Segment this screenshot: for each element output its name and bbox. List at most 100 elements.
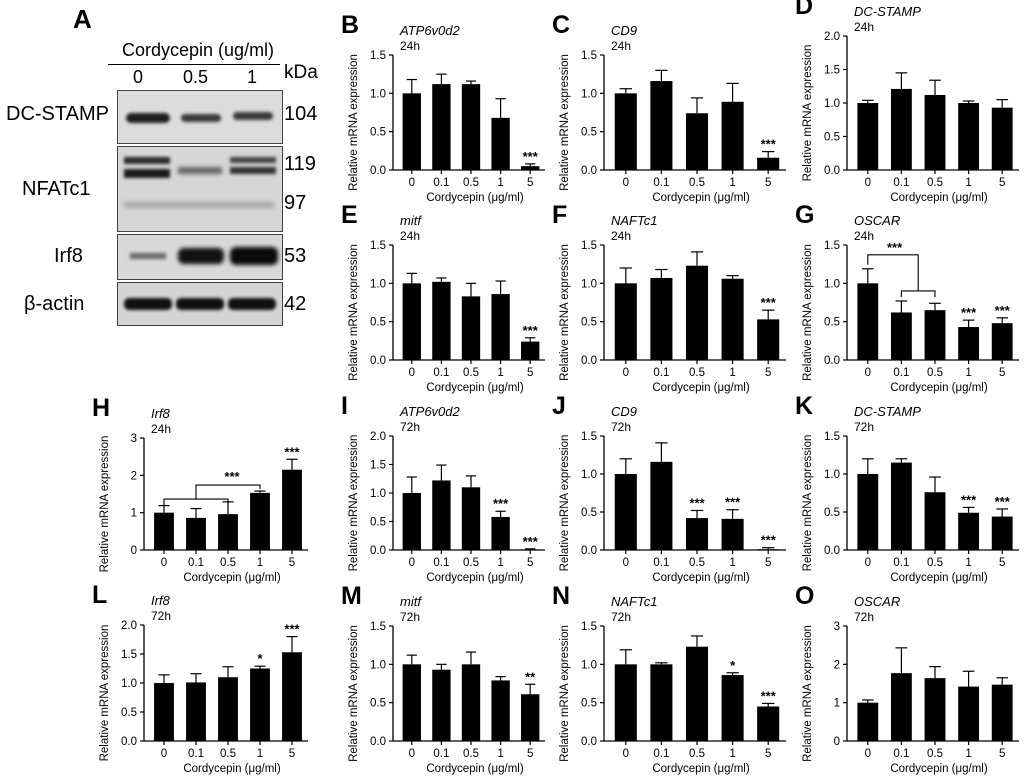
gene-label: DC-STAMP	[854, 4, 921, 19]
x-tick-label: 0.5	[463, 367, 479, 379]
blot-treatment-label: Cordycepin (ug/ml)	[122, 40, 275, 60]
gene-label: OSCAR	[854, 594, 900, 609]
x-tick-label: 0.5	[689, 748, 705, 760]
x-tick-label: 5	[527, 557, 533, 569]
gene-label: ATP6v0d2	[399, 404, 461, 419]
y-tick-label: 0.5	[121, 707, 137, 719]
y-tick-label: 1.0	[121, 678, 137, 690]
time-label: 24h	[854, 229, 874, 243]
panel-letter-i: I	[341, 392, 348, 420]
panel-letter-l: L	[92, 581, 107, 609]
comparison-bracket	[195, 484, 261, 500]
comparison-bracket-sub	[900, 290, 936, 297]
bar-d-2	[924, 94, 946, 170]
gene-label: DC-STAMP	[854, 404, 921, 419]
significance-marker: ***	[493, 496, 509, 511]
bar-h-0	[154, 512, 174, 550]
bar-d-0	[857, 103, 879, 170]
x-tick-label: 5	[527, 177, 533, 189]
x-tick-label: 1	[729, 557, 735, 569]
bar-k-2	[924, 492, 946, 550]
y-axis-title: Relative mRNA expression	[348, 625, 360, 762]
bar-o-1	[890, 673, 912, 741]
time-label: 24h	[400, 229, 420, 243]
x-tick-label: 0.1	[653, 367, 669, 379]
bracket-significance: ***	[887, 240, 903, 255]
bar-g-0	[857, 283, 879, 360]
band	[124, 298, 172, 310]
comparison-bracket	[867, 254, 919, 291]
bar-e-1	[432, 281, 451, 360]
y-tick-label: 1.5	[370, 621, 386, 633]
bar-l-3	[250, 668, 270, 741]
blot-protein-dc-stamp: DC-STAMP	[6, 103, 109, 125]
y-tick-label: 3	[131, 433, 137, 445]
y-axis-title: Relative mRNA expression	[559, 435, 571, 572]
blot-kda-42: 42	[284, 293, 307, 315]
y-tick-label: 1.5	[581, 240, 597, 252]
x-axis-title: Cordycepin (μg/ml)	[426, 572, 524, 584]
bar-e-3	[491, 294, 510, 360]
y-tick-label: 0.5	[581, 698, 597, 710]
bar-i-0	[402, 493, 421, 550]
x-tick-label: 1	[257, 748, 263, 760]
blot-kda-label: kDa	[284, 62, 318, 83]
x-axis-title: Cordycepin (μg/ml)	[183, 763, 281, 775]
y-axis-title: Relative mRNA expression	[559, 244, 571, 381]
y-tick-label: 0.0	[370, 165, 386, 177]
bar-f-0	[614, 283, 637, 360]
bar-h-1	[186, 517, 206, 550]
bracket-significance: ***	[224, 469, 240, 484]
x-tick-label: 0	[623, 748, 629, 760]
gene-label: mitf	[400, 213, 422, 228]
x-tick-label: 0.1	[893, 557, 909, 569]
gene-label: NAFTc1	[611, 594, 657, 609]
y-tick-label: 1.5	[370, 50, 386, 62]
panel-letter-e: E	[341, 201, 358, 229]
bar-g-1	[890, 312, 912, 360]
x-tick-label: 0	[623, 177, 629, 189]
bar-h-3	[250, 492, 270, 550]
bar-i-2	[461, 487, 481, 550]
significance-marker: ***	[725, 495, 741, 510]
x-tick-label: 0.5	[927, 177, 943, 189]
band	[178, 248, 224, 264]
y-tick-label: 0.0	[581, 165, 597, 177]
x-tick-label: 0.1	[433, 177, 449, 189]
y-tick-label: 2	[834, 659, 840, 671]
significance-marker: ***	[284, 622, 300, 637]
blot-protein-beta-actin: β-actin	[24, 293, 85, 315]
y-tick-label: 1.5	[121, 649, 137, 661]
bar-o-3	[958, 686, 980, 741]
x-tick-label: 0.5	[689, 557, 705, 569]
bar-j-2	[685, 518, 709, 550]
x-tick-label: 0.5	[463, 748, 479, 760]
bar-l-0	[154, 683, 174, 741]
x-tick-label: 0	[409, 748, 415, 760]
time-label: 72h	[854, 610, 874, 624]
x-tick-label: 0.1	[188, 557, 204, 569]
y-tick-label: 0.5	[824, 132, 840, 144]
significance-marker: ***	[761, 295, 777, 310]
panel-letter-o: O	[795, 582, 814, 610]
band	[228, 298, 276, 310]
bar-j-3	[721, 518, 744, 550]
x-tick-label: 5	[765, 177, 771, 189]
comparison-bracket-sub	[163, 498, 229, 506]
blot-row-nfatc1	[117, 146, 283, 232]
bar-j-4	[757, 549, 780, 550]
gene-label: CD9	[611, 404, 637, 419]
y-tick-label: 3	[834, 621, 840, 633]
x-tick-label: 0	[865, 557, 871, 569]
x-tick-label: 0.5	[220, 557, 236, 569]
x-tick-label: 0	[865, 367, 871, 379]
bar-g-3	[958, 327, 980, 360]
y-tick-label: 1.0	[824, 278, 840, 290]
blot-protein-nfatc1: NFATc1	[22, 178, 91, 200]
x-tick-label: 1	[729, 748, 735, 760]
